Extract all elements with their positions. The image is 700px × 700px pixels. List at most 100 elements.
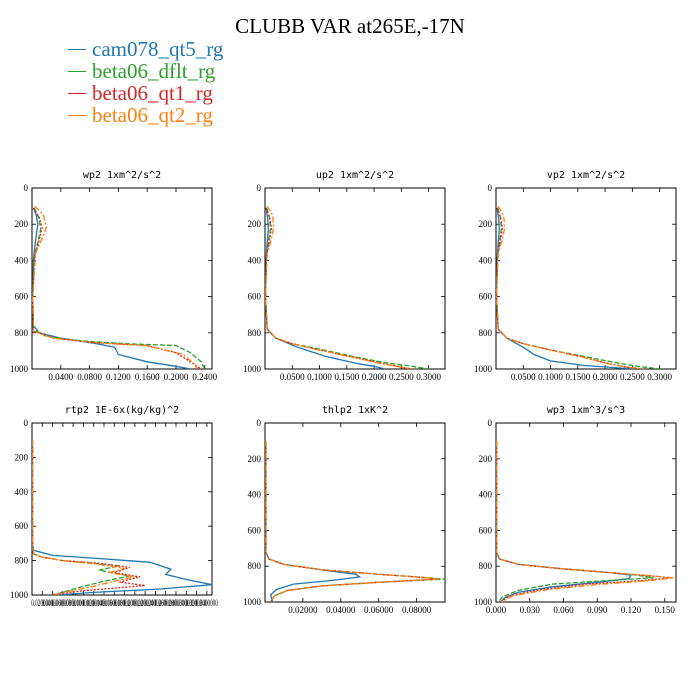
x-tick-label: 0.1000000: [72, 598, 94, 608]
y-tick-label: 400: [479, 255, 493, 265]
y-tick-label: 0: [488, 183, 493, 193]
series-line-3: [265, 440, 440, 602]
legend: cam078_qt5_rg beta06_dflt_rg beta06_qt1_…: [68, 38, 223, 126]
x-tick-label: 0.2000: [593, 372, 618, 382]
x-tick-label: 0.1200000: [83, 598, 105, 608]
y-tick-label: 1000: [474, 597, 493, 607]
series-line-0: [265, 440, 362, 602]
x-tick-label: 0.1600: [135, 372, 160, 382]
x-tick-label: 0.1200: [106, 372, 131, 382]
x-tick-label: 0.2400000: [144, 598, 166, 608]
series-line-0: [496, 440, 633, 602]
y-tick-label: 600: [479, 525, 493, 535]
series-line-2: [265, 207, 413, 369]
panel-1: up2 1xm^2/s^2 0 200 400 600 800 1000 0.0500 0.10…: [243, 170, 446, 382]
series-line-0: [32, 440, 212, 595]
y-tick-label: 200: [479, 454, 493, 464]
y-tick-label: 200: [15, 219, 29, 229]
x-tick-label: 0.06000: [364, 605, 394, 615]
series-line-3: [496, 440, 674, 602]
series-line-2: [32, 440, 146, 595]
x-tick-label: 0.2500: [620, 372, 645, 382]
y-tick-label: 0: [257, 183, 262, 193]
panel-0: wp2 1xm^2/s^2 0 200 400 600 800 1000 0.0400 0.08…: [10, 170, 218, 382]
x-tick-label: 0.3000000: [175, 598, 197, 608]
legend-item-0: cam078_qt5_rg: [68, 38, 223, 60]
x-tick-label: 0.3400000: [196, 598, 218, 608]
x-tick-label: 0.1500: [334, 372, 359, 382]
series-line-3: [265, 205, 413, 369]
y-tick-label: 0: [24, 183, 29, 193]
legend-swatch-1: [68, 70, 86, 72]
x-tick-label: 0.090: [587, 605, 608, 615]
panel-title-1: up2 1xm^2/s^2: [316, 170, 394, 181]
x-tick-label: 0.2000: [362, 372, 387, 382]
y-tick-label: 0: [24, 418, 29, 428]
x-tick-label: 0.000: [486, 605, 507, 615]
x-tick-label: 0.0500: [280, 372, 305, 382]
y-tick-label: 0: [488, 418, 493, 428]
x-tick-label: 0.0800: [77, 372, 102, 382]
series-line-1: [496, 207, 660, 369]
legend-label-2: beta06_qt1_rg: [92, 81, 213, 105]
panel-title-4: thlp2 1xK^2: [322, 405, 388, 416]
series-line-1: [496, 440, 654, 602]
series-line-1: [265, 207, 429, 369]
y-tick-label: 800: [15, 328, 29, 338]
y-tick-label: 1000: [243, 597, 262, 607]
figure-title: CLUBB VAR at265E,-17N: [235, 14, 465, 38]
x-tick-label: 0.0800000: [62, 598, 84, 608]
series-line-2: [32, 207, 202, 369]
legend-swatch-0: [68, 48, 86, 50]
x-tick-label: 0.3000: [416, 372, 441, 382]
y-tick-label: 400: [15, 487, 29, 497]
x-tick-label: 0.2500: [389, 372, 414, 382]
legend-swatch-2: [68, 92, 86, 94]
x-tick-label: 0.0400000: [42, 598, 64, 608]
y-tick-label: 200: [15, 452, 29, 462]
series-line-0: [32, 207, 191, 369]
series-line-2: [496, 207, 644, 369]
panel-title-5: wp3 1xm^3/s^3: [547, 405, 625, 416]
y-tick-label: 800: [15, 556, 29, 566]
legend-label-0: cam078_qt5_rg: [92, 37, 224, 61]
legend-label-1: beta06_dflt_rg: [92, 59, 216, 83]
y-tick-label: 800: [248, 328, 262, 338]
series-line-2: [265, 440, 436, 602]
x-tick-label: 0.2200000: [134, 598, 156, 608]
x-tick-label: 0.04000: [326, 605, 356, 615]
y-tick-label: 600: [15, 292, 29, 302]
x-tick-label: 0.1600000: [103, 598, 125, 608]
series-line-2: [496, 440, 671, 602]
legend-label-3: beta06_qt2_rg: [92, 103, 213, 127]
plot-frame-0: [31, 187, 213, 370]
x-tick-label: 0.2600000: [155, 598, 177, 608]
y-tick-label: 400: [479, 490, 493, 500]
y-tick-label: 1000: [10, 590, 29, 600]
y-tick-label: 800: [248, 561, 262, 571]
x-tick-label: 0.2000000: [124, 598, 146, 608]
y-tick-label: 400: [248, 490, 262, 500]
series-line-0: [265, 207, 386, 369]
series-line-3: [32, 205, 199, 369]
legend-item-2: beta06_qt1_rg: [68, 82, 223, 104]
x-tick-label: 0.2800000: [165, 598, 187, 608]
legend-swatch-3: [68, 114, 86, 116]
panel-title-2: vp2 1xm^2/s^2: [547, 170, 625, 181]
x-tick-label: 0.0500: [511, 372, 536, 382]
y-tick-label: 1000: [10, 364, 29, 374]
series-line-3: [32, 440, 136, 595]
plot-frame-1: [264, 187, 446, 370]
series-line-1: [32, 207, 206, 369]
legend-item-3: beta06_qt2_rg: [68, 104, 223, 126]
x-tick-label: 0.3200000: [186, 598, 208, 608]
panel-4: thlp2 1xK^2 0 200 400 600 800 1000 0.02000 0.040…: [243, 405, 446, 615]
y-tick-label: 1000: [243, 364, 262, 374]
x-tick-label: 0.0200000: [31, 598, 53, 608]
y-tick-label: 600: [15, 521, 29, 531]
plot-frame-4: [264, 422, 446, 603]
x-tick-label: 0.1000: [307, 372, 332, 382]
y-tick-label: 200: [248, 219, 262, 229]
x-tick-label: 0.2000: [164, 372, 189, 382]
plot-frame-2: [495, 187, 677, 370]
